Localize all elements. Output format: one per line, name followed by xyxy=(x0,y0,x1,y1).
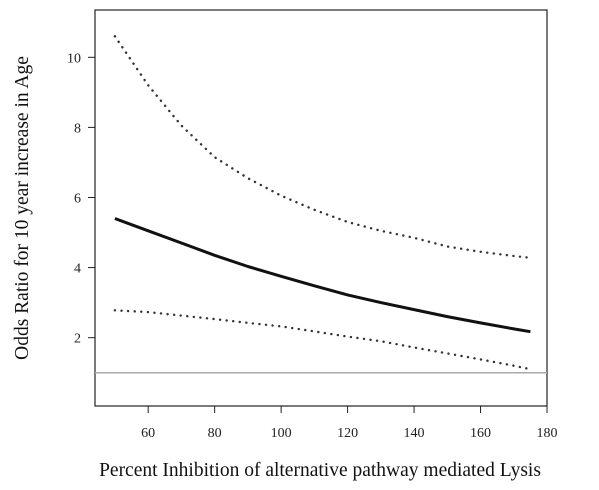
upper-bound-line xyxy=(113,35,532,259)
ticks-layer: 60 80 100 120 140 160 180 2 4 6 8 10 xyxy=(67,51,558,441)
x-tick-label: 80 xyxy=(208,426,222,441)
estimate-line xyxy=(114,217,531,334)
x-tick-label: 60 xyxy=(141,426,155,441)
x-tick-label: 180 xyxy=(537,426,558,441)
y-tick-label: 6 xyxy=(74,191,81,206)
x-axis-label: Percent Inhibition of alternative pathwa… xyxy=(99,460,541,481)
x-tick-label: 140 xyxy=(404,426,425,441)
lower-bound-line xyxy=(113,309,532,371)
x-tick-label: 120 xyxy=(337,426,358,441)
x-tick-label: 160 xyxy=(470,426,491,441)
y-axis-label: Odds Ratio for 10 year increase in Age xyxy=(12,56,33,360)
y-tick-label: 2 xyxy=(74,332,81,347)
x-tick-label: 100 xyxy=(271,426,292,441)
series-layer xyxy=(113,35,532,371)
y-tick-label: 10 xyxy=(67,51,81,66)
y-tick-label: 8 xyxy=(74,121,81,136)
plot-frame xyxy=(94,9,548,407)
y-tick-label: 4 xyxy=(74,262,81,277)
